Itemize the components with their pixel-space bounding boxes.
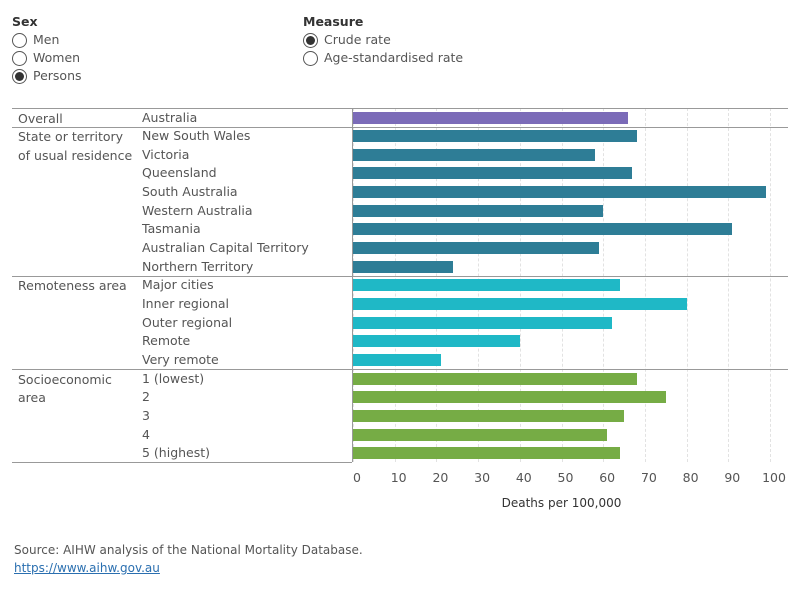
bar [353,391,666,404]
bar [353,167,633,180]
bar [353,130,637,143]
category-label: 3 [142,407,150,423]
x-tick-label: 40 [515,470,532,486]
radio-button[interactable] [303,33,318,48]
radio-label[interactable]: Women [33,50,81,65]
x-tick-label: 20 [432,470,449,486]
bar [353,242,600,255]
grid-line [686,108,688,463]
group-label: Overall [18,110,63,126]
bar [353,409,625,422]
grid-line [728,108,730,463]
category-label: Outer regional [142,314,233,330]
x-tick-label: 0 [353,470,361,486]
x-tick-label: 70 [640,470,657,486]
radio-label[interactable]: Age-standardised rate [324,50,464,65]
bar [353,260,454,273]
grid-line [770,108,771,463]
bar [353,316,612,329]
bar [353,372,637,385]
category-label: New South Wales [142,128,251,144]
separator [12,462,352,464]
category-label: Inner regional [142,296,229,311]
x-tick-label: 10 [390,470,407,486]
x-tick-label: 90 [724,470,741,486]
separator [12,108,788,109]
bar [353,447,620,460]
radio-button[interactable] [12,51,27,66]
bar [353,148,595,161]
category-label: Remote [142,333,191,349]
category-label: 4 [142,426,150,442]
category-label: Queensland [142,165,217,181]
x-axis-label: Deaths per 100,000 [501,496,622,511]
bar [353,279,620,292]
source-text: Source: AIHW analysis of the National Mo… [14,543,363,557]
control-title: Measure [303,14,364,29]
grid-line [644,108,646,463]
radio-button[interactable] [12,69,27,84]
bar [353,111,629,124]
bar [353,298,687,310]
x-tick-label: 100 [762,470,786,486]
category-label: Australia [142,109,198,125]
bar [353,223,733,236]
radio-label[interactable]: Men [33,32,60,47]
group-label: State or territory of usual residence [18,129,133,163]
category-label: Major cities [142,277,214,293]
radio-button[interactable] [303,51,318,66]
separator [12,126,788,128]
x-tick-label: 60 [599,470,616,486]
category-label: Tasmania [142,221,201,237]
group-label: Socioeconomic area [18,371,112,406]
group-label: Remoteness area [18,278,127,294]
category-label: 2 [142,389,150,405]
bar [353,186,766,199]
separator [12,275,788,277]
bar [353,428,608,441]
separator [12,369,788,371]
axis-line [352,108,353,463]
x-tick-label: 30 [474,470,491,486]
category-label: Victoria [142,146,190,162]
radio-label[interactable]: Crude rate [324,32,391,47]
category-label: Australian Capital Territory [142,240,309,256]
source-link[interactable]: https://www.aihw.gov.au [14,561,160,575]
radio-button[interactable] [12,33,27,48]
category-label: Very remote [142,351,219,367]
bar [353,335,520,348]
category-label: 5 (highest) [142,445,211,461]
category-label: South Australia [142,184,238,200]
category-label: Western Australia [142,202,253,218]
x-tick-label: 50 [557,470,574,486]
x-tick-label: 80 [682,470,699,486]
radio-label[interactable]: Persons [33,68,82,83]
bar [353,353,441,366]
category-label: Northern Territory [142,258,254,274]
category-label: 1 (lowest) [142,370,205,386]
bar [353,204,604,217]
control-title: Sex [12,14,38,29]
